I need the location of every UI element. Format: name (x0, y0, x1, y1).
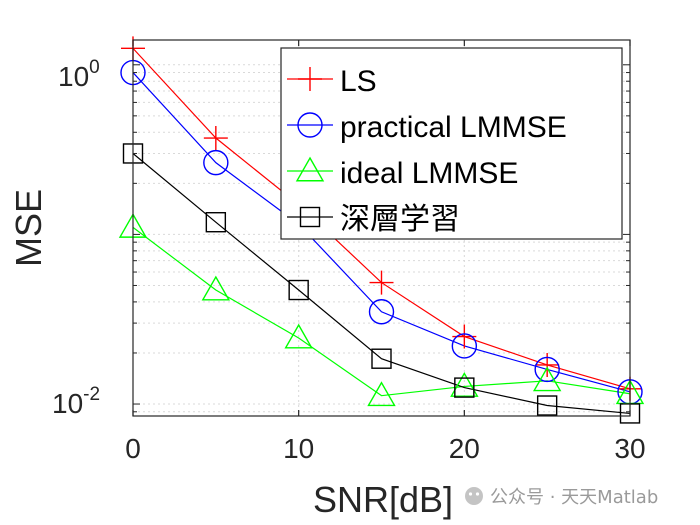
data-point-marker (367, 381, 396, 407)
y-axis-label: MSE (8, 189, 49, 267)
data-point-marker (288, 279, 309, 301)
data-point-marker (450, 372, 479, 397)
legend-label-ls: LS (340, 65, 377, 98)
data-point-marker (201, 275, 231, 301)
wechat-icon (465, 487, 483, 505)
data-point-marker (532, 366, 562, 392)
x-tick-label: 30 (614, 433, 645, 464)
y-tick-label-1e-2: 10-2 (52, 384, 100, 419)
y-tick-base: 10 (58, 61, 89, 92)
legend: LS practical LMMSE ideal LMMSE 深層学習 (280, 47, 623, 240)
x-tick-label: 20 (449, 433, 480, 464)
y-tick-exponent: 0 (89, 57, 100, 78)
legend-marker-sample (297, 112, 323, 138)
x-axis-label: SNR[dB] (313, 479, 453, 520)
legend-samples (287, 67, 333, 228)
data-point-marker (371, 348, 392, 369)
data-point-marker (203, 126, 228, 151)
legend-label-ideal-lmmse: ideal LMMSE (340, 157, 518, 190)
y-tick-labels: 100 10-2 (52, 57, 100, 419)
legend-marker-sample (298, 67, 322, 91)
data-point-marker (451, 333, 478, 359)
wechat-icon-eye (468, 492, 473, 496)
legend-label-practical-lmmse: practical LMMSE (340, 111, 567, 144)
legend-marker-sample (299, 206, 321, 228)
axes-box (132, 39, 631, 417)
data-point-marker (203, 149, 229, 176)
legend-label-deep-learning: 深層学習 (340, 203, 460, 236)
y-tick-base: 10 (52, 388, 83, 419)
data-point-marker (205, 212, 227, 233)
x-tick-labels: 0 10 20 30 (125, 433, 645, 464)
y-tick-exponent: -2 (83, 384, 100, 405)
data-point-marker (536, 395, 558, 416)
y-tick-label-1e0: 100 (58, 57, 100, 92)
x-tick-label: 0 (125, 433, 141, 464)
data-point-marker (284, 323, 313, 349)
wechat-icon-eye (475, 492, 480, 496)
data-point-marker (368, 299, 395, 325)
legend-marker-sample (295, 156, 325, 182)
series-line-3 (132, 153, 631, 415)
watermark: 公众号 · 天天Matlab (465, 487, 658, 508)
data-point-marker (454, 377, 475, 398)
legend-box (280, 47, 623, 240)
ticks (132, 40, 631, 416)
data-point-marker (534, 356, 560, 383)
data-point-marker (369, 270, 394, 295)
watermark-text: 公众号 · 天天Matlab (490, 487, 658, 508)
x-tick-label: 10 (283, 433, 314, 464)
